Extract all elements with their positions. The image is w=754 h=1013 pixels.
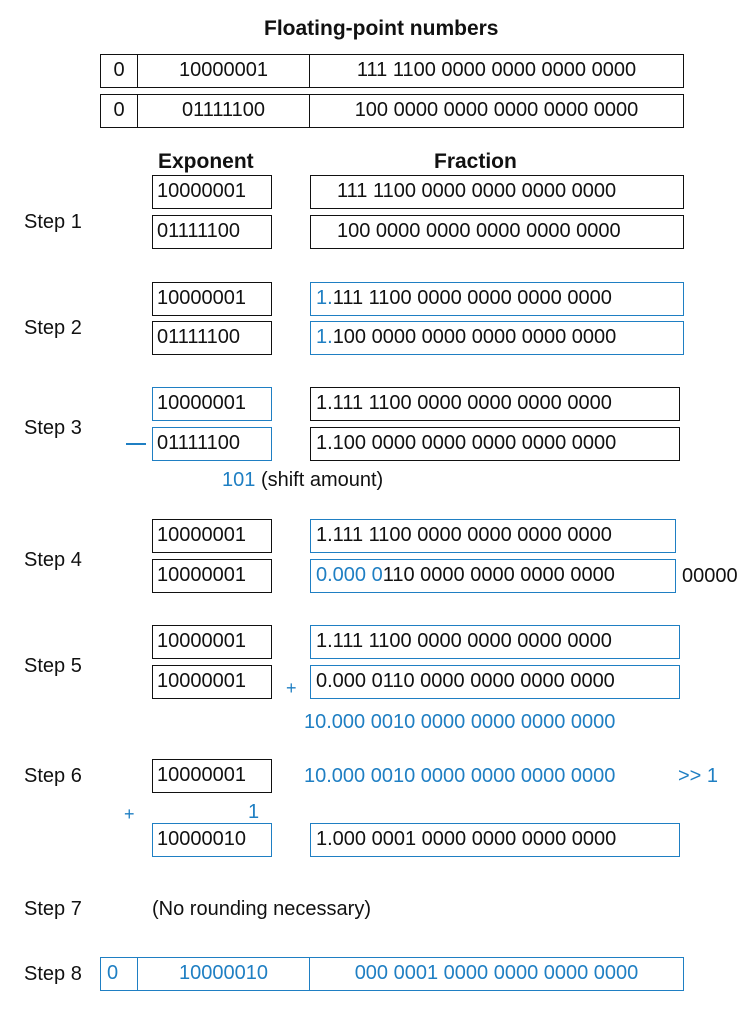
plus-sign: + [286, 678, 297, 698]
fraction-header: Fraction [434, 150, 517, 173]
shift-right-op: >> 1 [678, 765, 719, 787]
step-3-fraction-a: 1.111 1100 0000 0000 0000 0000 [310, 387, 680, 421]
result-word: 0 10000010 000 0001 0000 0000 0000 0000 [100, 957, 684, 991]
rounding-note: (No rounding necessary) [152, 898, 371, 920]
step-2-fraction-b: 1.100 0000 0000 0000 0000 0000 [310, 321, 684, 355]
shifted-prefix: 0.000 0 [316, 564, 383, 586]
step-1-fraction-b: 100 0000 0000 0000 0000 0000 [310, 215, 684, 249]
step-3-label: Step 3 [24, 417, 82, 439]
operand-b-exponent: 01111100 [137, 95, 309, 127]
step-2-exponent-b: 01111100 [152, 321, 272, 355]
step-6-normalized-fraction: 1.000 0001 0000 0000 0000 0000 [310, 823, 680, 857]
step-2-fraction-a: 1.111 1100 0000 0000 0000 0000 [310, 282, 684, 316]
shift-amount-value: 101 [222, 469, 256, 491]
step-6-exponent: 10000001 [152, 759, 272, 793]
step-5-exponent-a: 10000001 [152, 625, 272, 659]
hidden-one-a: 1. [316, 287, 333, 309]
increment-plus: + [124, 804, 135, 824]
step-3-exponent-b: 01111100 [152, 427, 272, 461]
minus-sign [126, 443, 146, 445]
result-exponent: 10000010 [137, 958, 309, 990]
shifted-bits: 110 0000 0000 0000 0000 [382, 564, 615, 586]
operand-a-word: 0 10000001 111 1100 0000 0000 0000 0000 [100, 54, 684, 88]
step-8-label: Step 8 [24, 963, 82, 985]
step-5-label: Step 5 [24, 655, 82, 677]
step-6-new-exponent: 10000010 [152, 823, 272, 857]
increment-one: 1 [248, 801, 260, 823]
shifted-out-bits: 00000 [682, 565, 738, 587]
step-1-label: Step 1 [24, 211, 82, 233]
operand-a-sign: 0 [113, 59, 125, 81]
step-2-label: Step 2 [24, 317, 82, 339]
step-6-fraction: 10.000 0010 0000 0000 0000 0000 [304, 765, 616, 787]
step-4-fraction-b: 0.000 0110 0000 0000 0000 0000 [310, 559, 676, 593]
step-1-exponent-a: 10000001 [152, 175, 272, 209]
sum-result: 10.000 0010 0000 0000 0000 0000 [304, 711, 616, 733]
step-6-label: Step 6 [24, 765, 82, 787]
operand-a-fraction: 111 1100 0000 0000 0000 0000 [309, 55, 683, 87]
result-fraction: 000 0001 0000 0000 0000 0000 [309, 958, 683, 990]
operand-b-word: 0 01111100 100 0000 0000 0000 0000 0000 [100, 94, 684, 128]
step-3-exponent-a: 10000001 [152, 387, 272, 421]
shift-amount: 101 (shift amount) [222, 468, 383, 492]
step-7-label: Step 7 [24, 898, 82, 920]
result-sign: 0 [107, 962, 119, 984]
diagram-title: Floating-point numbers [264, 17, 499, 40]
step-4-exponent-b: 10000001 [152, 559, 272, 593]
step-4-label: Step 4 [24, 549, 82, 571]
fraction-bits-a: 111 1100 0000 0000 0000 0000 [332, 287, 612, 309]
exponent-header: Exponent [158, 150, 254, 173]
step-1-exponent-b: 01111100 [152, 215, 272, 249]
step-5-fraction-a: 1.111 1100 0000 0000 0000 0000 [310, 625, 680, 659]
step-5-exponent-b: 10000001 [152, 665, 272, 699]
step-4-exponent-a: 10000001 [152, 519, 272, 553]
fraction-bits-b: 100 0000 0000 0000 0000 0000 [332, 326, 617, 348]
shift-amount-note: (shift amount) [260, 469, 384, 491]
operand-a-exponent: 10000001 [137, 55, 309, 87]
step-4-fraction-a: 1.111 1100 0000 0000 0000 0000 [310, 519, 676, 553]
step-2-exponent-a: 10000001 [152, 282, 272, 316]
step-3-fraction-b: 1.100 0000 0000 0000 0000 0000 [310, 427, 680, 461]
step-1-fraction-a: 111 1100 0000 0000 0000 0000 [310, 175, 684, 209]
step-5-fraction-b: 0.000 0110 0000 0000 0000 0000 [310, 665, 680, 699]
operand-b-fraction: 100 0000 0000 0000 0000 0000 [309, 95, 683, 127]
hidden-one-b: 1. [316, 326, 333, 348]
operand-b-sign: 0 [113, 99, 125, 121]
